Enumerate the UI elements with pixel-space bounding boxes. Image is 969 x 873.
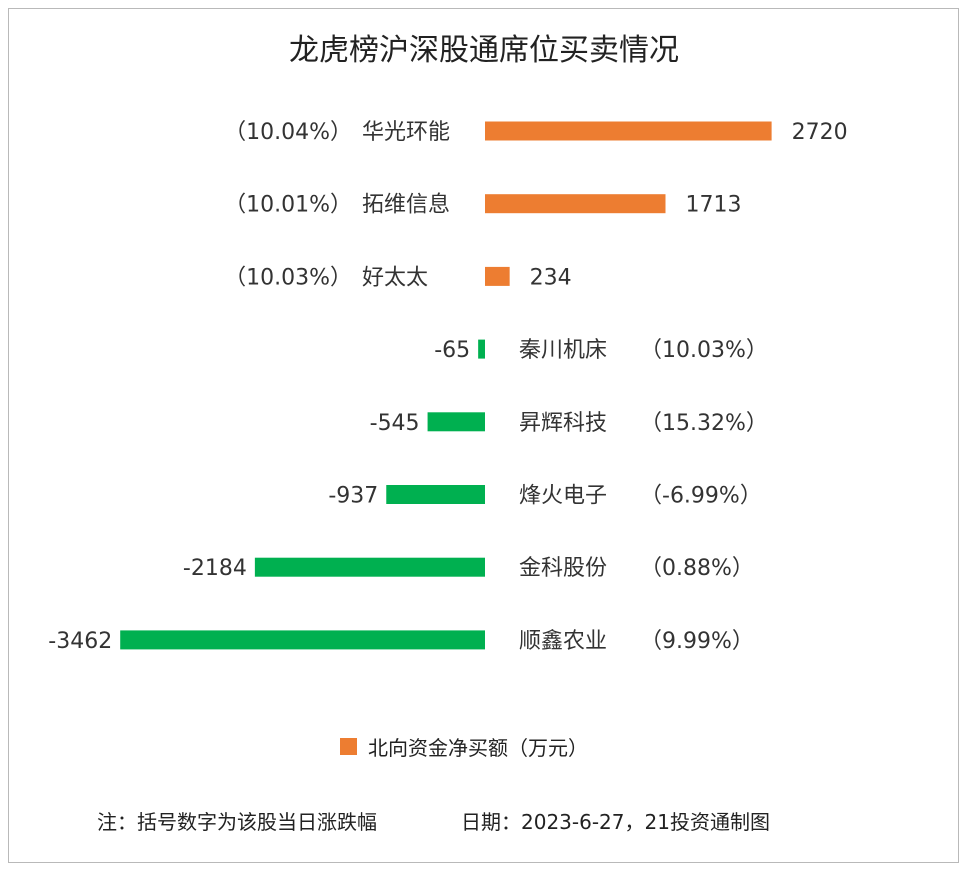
footer-date: 日期：2023-6-27，21投资通制图 [461,810,770,834]
bar [427,412,485,432]
pct-label: （0.88%） [640,556,754,581]
value-label: -545 [370,411,420,436]
footer-note: 注：括号数字为该股当日涨跌幅 [97,810,377,834]
bar [120,630,486,650]
chart-frame [8,8,959,863]
value-label: 1713 [685,193,741,218]
pct-label: （10.03%） [640,338,768,363]
category-label: 好太太 [362,265,428,290]
bars-layer: 2720 华光环能 （10.04%） 1713 拓维信息 （10.01%） 234 好太太 （1… [48,120,847,654]
category-label: 华光环能 [362,120,450,145]
pct-label: （9.99%） [640,629,754,654]
category-label: 金科股份 [519,556,607,581]
pct-label: （10.03%） [224,265,352,290]
bar [254,557,485,577]
pct-label: （-6.99%） [640,484,762,509]
value-label: -2184 [183,556,247,581]
bar [386,485,485,504]
pct-label: （15.32%） [640,411,768,436]
value-label: 234 [530,265,572,290]
value-label: -65 [434,338,470,363]
legend-swatch [340,738,357,755]
pct-label: （10.01%） [224,193,352,218]
category-label: 拓维信息 [362,193,450,218]
bar [485,266,510,286]
chart-title: 龙虎榜沪深股通席位买卖情况 [289,33,679,68]
category-label: 昇辉科技 [519,411,607,436]
legend-label: 北向资金净买额（万元） [368,736,588,760]
category-label: 烽火电子 [519,484,607,509]
value-label: -937 [328,484,378,509]
bar [485,194,666,214]
bar [478,339,485,359]
category-label: 顺鑫农业 [519,629,607,654]
category-label: 秦川机床 [519,338,607,363]
bar [485,121,772,141]
legend: 北向资金净买额（万元） [340,736,588,760]
pct-label: （10.04%） [224,120,352,145]
value-label: -3462 [48,629,112,654]
value-label: 2720 [792,120,848,145]
